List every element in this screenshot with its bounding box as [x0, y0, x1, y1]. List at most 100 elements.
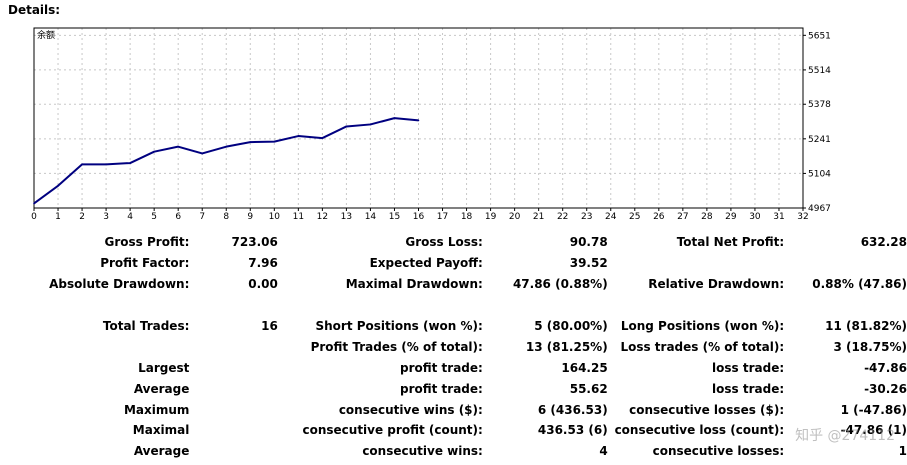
balance-point: [321, 137, 324, 139]
x-tick-label: 22: [557, 212, 568, 222]
balance-point: [249, 141, 252, 143]
x-tick-label: 29: [725, 212, 737, 222]
x-tick-label: 15: [389, 212, 400, 222]
stat-value: 7.96: [248, 256, 278, 271]
balance-point: [369, 123, 372, 126]
balance-point: [393, 117, 396, 119]
x-tick-label: 19: [485, 212, 497, 222]
stat-label: Gross Loss:: [405, 235, 483, 250]
balance-point: [33, 202, 35, 205]
stat-value: -30.26: [864, 381, 907, 396]
stat-value: 55.62: [569, 381, 608, 396]
stat-value: 632.28: [860, 235, 907, 250]
stat-label: Maximal: [132, 423, 190, 438]
stat-value: 13 (81.25%): [525, 339, 608, 354]
x-tick-label: 16: [413, 212, 425, 222]
y-tick-label: 5241: [808, 135, 831, 145]
stats-row: [0, 295, 907, 316]
x-tick-label: 27: [677, 212, 688, 222]
stat-value: -47.86: [864, 360, 907, 375]
stat-label: [0, 336, 189, 357]
stat-value: 3 (18.75%): [833, 339, 907, 354]
stat-label: Average: [133, 381, 190, 396]
balance-point: [273, 140, 276, 143]
stat-label: Gross Profit:: [104, 235, 190, 250]
stat-label: consecutive wins ($):: [338, 402, 483, 417]
x-tick-label: 32: [797, 212, 808, 222]
balance-point: [153, 150, 155, 153]
x-tick-label: 31: [773, 212, 784, 222]
balance-line: [33, 117, 419, 205]
stat-value: [189, 336, 277, 357]
x-tick-label: 26: [653, 212, 665, 222]
balance-point: [201, 152, 204, 155]
y-tick-label: 5378: [808, 100, 831, 110]
stat-label: Long Positions (won %):: [620, 319, 785, 333]
stat-value: 436.53 (6): [537, 423, 608, 438]
stat-value: 16: [261, 319, 278, 333]
x-tick-label: 23: [581, 212, 592, 222]
stat-value: [189, 295, 277, 316]
stat-label: profit trade:: [399, 381, 483, 396]
stat-label: [608, 253, 784, 274]
y-tick-label: 5651: [808, 31, 831, 41]
stats-table: Gross Profit: 723.06 Gross Loss: 90.78 Total…: [0, 232, 907, 462]
stats-row: Profit Trades (% of total): 13 (81.25%) Lo…: [0, 336, 907, 357]
stat-label: consecutive profit (count):: [302, 423, 483, 438]
watermark: 知乎 @274112: [795, 428, 895, 444]
stat-label: Relative Drawdown:: [648, 277, 785, 292]
stat-value: 4: [599, 444, 608, 459]
stat-value: [189, 399, 277, 420]
stats-row: Maximal consecutive profit (count): 436.53…: [0, 420, 907, 441]
x-tick-label: 4: [127, 212, 133, 222]
balance-point: [297, 135, 300, 137]
stat-label: [0, 295, 189, 316]
stat-value: [784, 253, 907, 274]
balance-point: [177, 145, 179, 148]
x-tick-label: 6: [175, 212, 181, 222]
stat-value: -47.86 (1): [840, 423, 907, 438]
stat-label: Total Net Profit:: [676, 235, 785, 250]
x-tick-label: 18: [461, 212, 473, 222]
chart-title: 余额: [37, 29, 55, 41]
stat-value: 0.00: [248, 277, 278, 292]
stat-label: consecutive loss (count):: [614, 423, 785, 438]
stats-row: Average consecutive wins: 4 consecutive los…: [0, 441, 907, 462]
stat-value: [189, 378, 277, 399]
stat-value: [189, 357, 277, 378]
stat-value: 39.52: [569, 256, 608, 271]
stat-value: 6 (436.53): [537, 402, 608, 417]
stat-label: consecutive losses:: [652, 444, 785, 459]
x-tick-label: 30: [749, 212, 761, 222]
y-tick-label: 5514: [808, 66, 831, 76]
stats-row: Maximum consecutive wins ($): 6 (436.53) co…: [0, 399, 907, 420]
stat-label: Profit Trades (% of total):: [310, 339, 483, 354]
stat-label: consecutive losses ($):: [629, 402, 785, 417]
x-tick-label: 3: [103, 212, 109, 222]
stats-row: Gross Profit: 723.06 Gross Loss: 90.78 Total…: [0, 232, 907, 253]
x-tick-label: 13: [341, 212, 352, 222]
x-tick-label: 17: [437, 212, 448, 222]
stat-value: [483, 295, 608, 316]
x-tick-label: 2: [79, 212, 85, 222]
details-title: Details:: [8, 3, 61, 17]
balance-point: [129, 162, 131, 164]
stat-label: Maximal Drawdown:: [345, 277, 483, 292]
balance-point: [105, 163, 107, 166]
stat-label: Average: [133, 444, 190, 459]
stats-row: Absolute Drawdown: 0.00 Maximal Drawdown: 4…: [0, 274, 907, 295]
x-tick-label: 14: [365, 212, 377, 222]
stat-label: [278, 295, 483, 316]
stat-value: 5 (80.00%): [534, 319, 608, 333]
x-tick-label: 8: [223, 212, 229, 222]
x-tick-label: 5: [151, 212, 157, 222]
stat-label: consecutive wins:: [362, 444, 483, 459]
stat-label: [608, 295, 784, 316]
y-tick-label: 4967: [808, 204, 831, 214]
balance-point: [225, 145, 228, 148]
x-tick-label: 11: [293, 212, 304, 222]
stats-row: Average profit trade: 55.62 loss trade: -30.…: [0, 378, 907, 399]
x-tick-label: 9: [247, 212, 253, 222]
stats-row: Profit Factor: 7.96 Expected Payoff: 39.52: [0, 253, 907, 274]
stat-label: Maximum: [123, 402, 190, 417]
